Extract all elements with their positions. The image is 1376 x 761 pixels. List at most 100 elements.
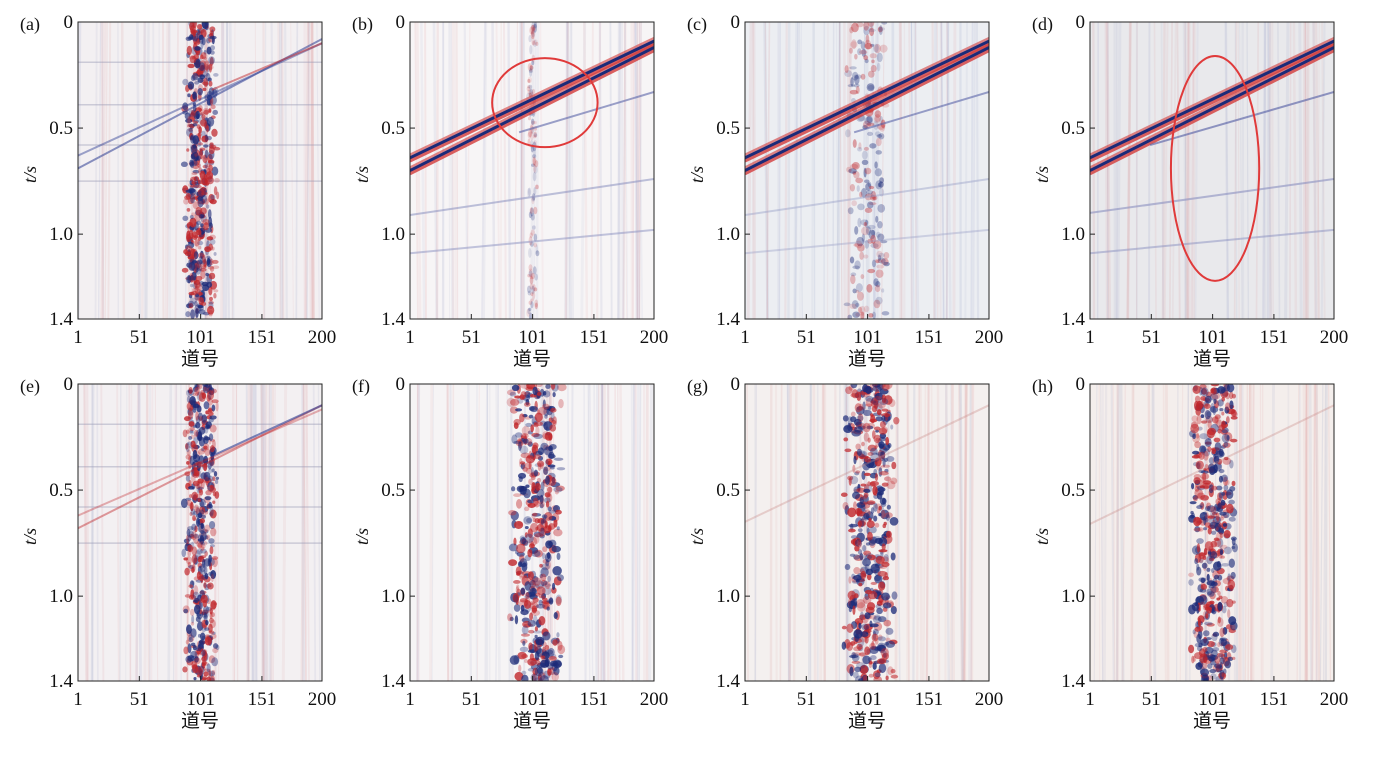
noise-blob xyxy=(854,633,860,643)
noise-blob xyxy=(856,501,866,508)
noise-blob xyxy=(879,388,889,395)
noise-stripe xyxy=(970,22,974,319)
noise-blob xyxy=(874,161,878,169)
noise-blob xyxy=(194,263,200,272)
noise-stripe xyxy=(520,22,525,319)
noise-blob xyxy=(196,140,202,147)
noise-blob xyxy=(189,214,194,220)
noise-blob xyxy=(543,580,548,585)
noise-blob xyxy=(852,265,860,269)
noise-blob xyxy=(1214,414,1221,420)
noise-blob xyxy=(1216,617,1224,628)
noise-blob xyxy=(867,201,874,209)
noise-blob xyxy=(849,654,859,659)
noise-blob xyxy=(180,498,188,509)
noise-stripe xyxy=(174,22,180,319)
noise-blob xyxy=(557,384,567,392)
noise-blob xyxy=(535,384,543,388)
noise-blob xyxy=(870,43,875,47)
noise-blob xyxy=(1223,546,1232,555)
noise-blob xyxy=(553,528,563,537)
noise-blob xyxy=(862,422,871,433)
noise-blob xyxy=(855,283,863,293)
noise-stripe xyxy=(912,384,916,681)
noise-blob xyxy=(857,528,863,533)
noise-blob xyxy=(1217,642,1221,648)
noise-blob xyxy=(532,284,536,292)
noise-stripe xyxy=(1320,22,1326,319)
noise-blob xyxy=(192,91,198,101)
noise-blob xyxy=(853,646,862,652)
noise-blob xyxy=(857,39,863,45)
noise-blob xyxy=(853,501,857,511)
noise-blob xyxy=(200,546,205,551)
noise-blob xyxy=(514,615,519,625)
noise-blob xyxy=(210,527,217,537)
x-tick-label: 101 xyxy=(518,327,547,348)
panel-image xyxy=(410,22,654,319)
noise-blob xyxy=(860,517,867,527)
noise-blob xyxy=(868,517,872,522)
noise-blob xyxy=(1211,448,1217,455)
noise-blob xyxy=(532,40,536,46)
noise-stripe xyxy=(600,384,606,681)
noise-stripe xyxy=(129,384,133,681)
y-tick-label: 0.5 xyxy=(716,480,740,501)
x-tick-label: 51 xyxy=(462,327,481,348)
noise-blob xyxy=(526,86,531,92)
noise-blob xyxy=(1206,622,1215,627)
noise-blob xyxy=(194,239,200,247)
noise-blob xyxy=(864,239,870,249)
noise-blob xyxy=(881,426,888,434)
noise-blob xyxy=(532,266,537,275)
y-tick-label: 0 xyxy=(1076,12,1086,33)
noise-stripe xyxy=(1126,22,1132,319)
noise-blob xyxy=(1223,384,1231,392)
noise-blob xyxy=(552,391,556,398)
reflection-event xyxy=(745,46,989,172)
noise-blob xyxy=(205,73,211,82)
noise-blob xyxy=(198,126,202,134)
noise-blob xyxy=(523,600,532,609)
noise-blob xyxy=(185,311,191,318)
noise-blob xyxy=(866,573,872,581)
noise-blob xyxy=(522,438,529,444)
noise-stripe xyxy=(1119,384,1125,681)
noise-blob xyxy=(534,412,543,422)
noise-blob xyxy=(1218,528,1225,535)
noise-blob xyxy=(857,217,862,228)
noise-blob xyxy=(877,634,883,641)
noise-blob xyxy=(547,525,552,532)
noise-blob xyxy=(888,398,896,408)
noise-blob xyxy=(541,597,548,602)
noise-blob xyxy=(206,390,214,400)
noise-blob xyxy=(202,558,206,568)
panel-label: (b) xyxy=(352,14,373,35)
noise-blob xyxy=(1198,558,1204,564)
noise-stripe xyxy=(482,22,488,319)
x-tick-label: 151 xyxy=(248,327,277,348)
noise-blob xyxy=(848,476,852,486)
noise-blob xyxy=(515,566,522,576)
noise-blob xyxy=(191,251,197,261)
noise-stripe xyxy=(843,384,849,681)
noise-blob xyxy=(195,308,199,319)
noise-blob xyxy=(547,506,552,512)
noise-blob xyxy=(209,546,214,555)
noise-blob xyxy=(557,644,566,655)
noise-blob xyxy=(875,259,880,264)
noise-blob xyxy=(870,414,876,424)
noise-stripe xyxy=(1186,384,1189,681)
noise-stripe xyxy=(120,22,126,319)
noise-blob xyxy=(879,471,889,476)
noise-blob xyxy=(204,476,210,486)
noise-blob xyxy=(539,501,545,508)
x-tick-label: 151 xyxy=(580,689,609,710)
y-tick-label: 1.4 xyxy=(49,671,73,692)
noise-blob xyxy=(509,616,514,622)
noise-stripe xyxy=(270,384,275,681)
noise-blob xyxy=(856,236,865,247)
noise-blob xyxy=(201,191,208,196)
noise-blob xyxy=(197,305,204,309)
